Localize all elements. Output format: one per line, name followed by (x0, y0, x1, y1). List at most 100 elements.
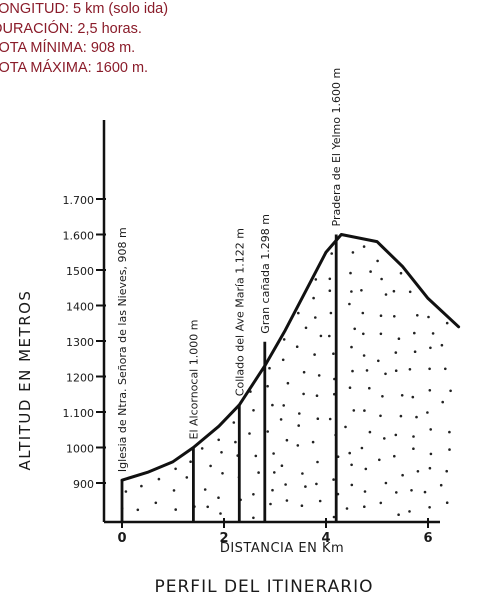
stipple-dot (428, 506, 431, 509)
x-axis-label: DISTANCIA EN Km (220, 541, 344, 556)
stipple-dot (217, 496, 220, 500)
stipple-dot (351, 369, 354, 373)
stipple-dot (252, 493, 255, 496)
stipple-dot (413, 331, 416, 335)
stipple-dot (266, 430, 270, 433)
stipple-dot (282, 404, 286, 407)
x-tick-label: 6 (423, 531, 432, 546)
stipple-dot (234, 440, 237, 444)
x-tick-label: 0 (117, 531, 126, 546)
landmark-label: Gran cañada 1.298 m (259, 214, 272, 334)
stipple-dot (394, 351, 398, 354)
stipple-dot (317, 374, 321, 377)
stipple-dot (174, 508, 177, 511)
stipple-dot (302, 370, 306, 374)
stipple-dot (384, 481, 388, 485)
stipple-dot (384, 372, 387, 376)
stipple-dot (426, 411, 429, 414)
stipple-dot (221, 472, 224, 475)
stipple-dot (300, 504, 304, 508)
stipple-dot (295, 345, 299, 349)
max-altitude-text: COTA MÁXIMA: 1600 m. (0, 59, 149, 76)
stipple-dot (272, 452, 275, 455)
stipple-dot (285, 499, 289, 502)
stipple-dot (332, 352, 335, 356)
stipple-dot (329, 311, 333, 315)
stipple-dot (203, 488, 207, 491)
stipple-dot (429, 452, 433, 456)
stipple-dot (408, 290, 412, 294)
y-tick-label: 1400 (66, 301, 94, 314)
stipple-dot (445, 501, 449, 505)
stipple-dot (363, 505, 366, 509)
stipple-dot (332, 515, 336, 519)
stipple-dot (401, 473, 404, 477)
stipple-dot (365, 369, 369, 372)
stipple-dot (206, 505, 209, 509)
stipple-dot (248, 432, 251, 435)
stipple-dot (428, 466, 432, 470)
stipple-dot (384, 293, 388, 296)
stipple-dot (220, 451, 223, 454)
stipple-dot (136, 508, 140, 512)
min-altitude-text: COTA MÍNIMA: 908 m. (0, 40, 136, 56)
stipple-dot (379, 314, 383, 318)
stipple-dot (397, 337, 401, 341)
stipple-dot (284, 483, 287, 486)
y-tick-label: 1200 (66, 372, 94, 385)
stipple-dot (360, 289, 363, 292)
stipple-dot (316, 417, 320, 421)
stipple-dot (361, 311, 365, 315)
stipple-dot (314, 278, 318, 281)
landmark-labels: Iglesia de Ntra. Señora de las Nieves, 9… (116, 68, 343, 472)
stipple-dot (363, 409, 366, 412)
stipple-dot (344, 425, 347, 429)
terrain-stipple (120, 245, 452, 520)
stipple-dot (350, 483, 354, 487)
stipple-dot (380, 277, 383, 281)
stipple-dot (209, 464, 212, 468)
stipple-dot (393, 315, 396, 318)
stipple-dot (154, 501, 158, 505)
stipple-dot (332, 478, 335, 481)
y-tick-label: 1000 (66, 443, 94, 456)
stipple-dot (445, 321, 449, 325)
length-text: LONGITUD: 5 km (solo ida) (0, 1, 169, 17)
stipple-dot (252, 409, 255, 412)
stipple-dot (368, 430, 372, 434)
stipple-dot (319, 334, 323, 338)
stipple-dot (369, 270, 372, 273)
y-tick-label: 1500 (66, 265, 94, 278)
stipple-dot (232, 421, 236, 424)
route-info: LONGITUD: 5 km (solo ida) DURACIÓN: 2,5 … (0, 0, 260, 78)
landmark-lines (120, 234, 338, 522)
x-tick-label: 2 (219, 531, 228, 546)
stipple-dot (360, 446, 364, 450)
stipple-dot (328, 417, 332, 421)
stipple-dot (362, 354, 366, 357)
profile-line (120, 233, 461, 482)
stipple-dot (449, 389, 452, 393)
stipple-dot (297, 311, 300, 315)
y-tick-label: 1300 (66, 336, 94, 349)
stipple-dot (268, 366, 271, 370)
stipple-dot (378, 458, 381, 462)
stipple-dot (376, 259, 379, 263)
y-tick-label: 1.100 (63, 407, 95, 420)
stipple-dot (394, 433, 398, 437)
stipple-dot (217, 438, 220, 442)
stipple-dot (304, 326, 308, 330)
stipple-dot (349, 271, 352, 275)
stipple-dot (282, 338, 286, 341)
stipple-dot (410, 489, 413, 492)
stipple-dot (351, 251, 355, 254)
stipple-dot (348, 302, 351, 306)
stipple-dot (328, 334, 331, 338)
stipple-dot (302, 392, 305, 396)
stipple-dot (174, 467, 177, 471)
stipple-dot (348, 451, 352, 455)
stipple-dot (219, 512, 222, 515)
stipple-dot (314, 316, 317, 319)
y-tick-label: 1.700 (63, 194, 95, 207)
stipple-dot (304, 485, 307, 488)
